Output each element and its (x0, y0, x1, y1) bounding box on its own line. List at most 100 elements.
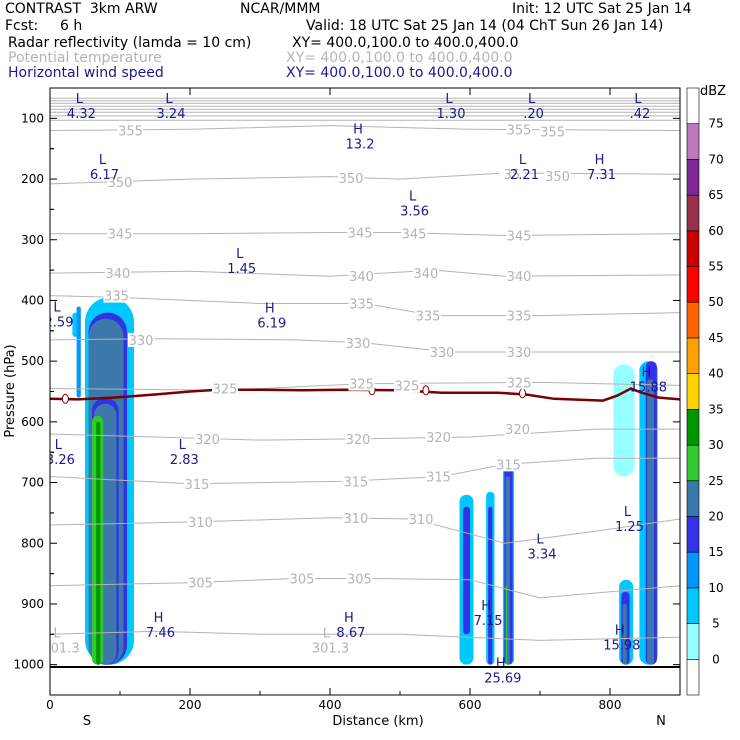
theta-label-bg (544, 169, 571, 184)
theta-label: 350 (545, 170, 570, 185)
theta-label-bg (104, 266, 131, 281)
wind-extremum-value: 6.17 (90, 168, 119, 183)
colorbar-swatch (686, 480, 700, 517)
reflectivity-cell (96, 421, 101, 665)
theta-label: 340 (349, 270, 374, 285)
theta-label-bg (346, 571, 373, 586)
colorbar-label: 0 (712, 652, 720, 666)
colorbar-label: 55 (708, 260, 723, 274)
colorbar-swatch (686, 87, 700, 125)
y-tick-label: 300 (21, 233, 44, 247)
theta-label-bg (184, 476, 210, 491)
theta-label-bg (401, 226, 427, 241)
wind-extremum-value: 25.69 (484, 672, 521, 687)
theta-contour (50, 172, 680, 185)
wind-extremum-letter: L (624, 505, 632, 520)
theta-label-bg (348, 376, 375, 391)
theta-label-bg (506, 375, 532, 390)
theta-label-bg (338, 170, 364, 185)
y-tick-label: 500 (21, 354, 44, 368)
colorbar-swatch (686, 194, 700, 232)
colorbar-swatch (686, 623, 700, 660)
axes: 100 200 300 400 500 600 700 800 900 1000 0 200 400 60… (13, 88, 680, 712)
theta-label: 320 (195, 433, 220, 448)
colorbar-swatch (686, 337, 700, 374)
colorbar-swatch (686, 409, 700, 446)
theta-label-bg (506, 308, 532, 323)
colorbar-swatch (686, 444, 700, 482)
theta-label: 330 (430, 346, 455, 361)
theta-label: 325 (507, 376, 532, 391)
tropopause-marker (422, 385, 430, 396)
theta-extremum-letter: L (323, 626, 331, 641)
wind-extremum-letter: L (99, 153, 107, 168)
x-axis-label: Distance (km) (332, 714, 423, 729)
theta-label: 340 (105, 267, 130, 282)
theta-label-bg (348, 269, 375, 284)
theta-label: 305 (188, 577, 213, 592)
wind-extremum-letter: H (344, 611, 354, 626)
wind-extremum-letter: L (236, 247, 244, 262)
field-wind: Horizontal wind speed (8, 65, 164, 81)
wind-extremum-letter: H (154, 611, 164, 626)
theta-label-bg (289, 571, 315, 586)
theta-label: 345 (507, 230, 532, 245)
field-reflectivity-xy: XY= 400.0,100.0 to 400.0,400.0 (292, 35, 519, 51)
theta-label: 330 (346, 337, 371, 352)
colorbar-label: 65 (708, 188, 723, 202)
theta-label-bg (408, 511, 434, 526)
y-tick-label: 600 (21, 415, 44, 429)
colorbar-label: 30 (708, 438, 723, 452)
theta-label: 345 (348, 226, 373, 241)
theta-label: 330 (129, 334, 154, 349)
theta-label: 320 (346, 433, 371, 448)
theta-label: 325 (395, 379, 420, 394)
wind-extremum-value: 3.56 (400, 204, 429, 219)
colorbar-swatch (686, 658, 700, 696)
theta-label-bg (412, 266, 439, 281)
fcst-label: Fcst: (5, 18, 39, 34)
theta-label: 355 (507, 123, 532, 138)
y-tick-label: 700 (21, 476, 44, 490)
wind-extremum-value: .42 (630, 107, 651, 122)
theta-label-bg (506, 269, 532, 284)
wind-extremum-letter: L (53, 300, 61, 315)
theta-extremum-value: 301.3 (42, 641, 79, 656)
tropopause-marker (61, 393, 69, 404)
y-tick-label: 800 (21, 536, 44, 550)
y-tick-label: 100 (21, 111, 44, 125)
wind-extremum-letter: H (265, 302, 275, 317)
theta-extremum-letter: L (53, 626, 61, 641)
colorbar-label: 25 (708, 474, 723, 488)
colorbar-label: 5 (712, 617, 720, 631)
reflectivity-cell (647, 379, 655, 665)
colorbar-label: 50 (708, 295, 723, 309)
theta-label: 310 (409, 513, 434, 528)
theta-label-bg (107, 226, 133, 241)
wind-extremum-letter: L (409, 189, 417, 204)
wind-extremum-value: 15.88 (630, 380, 667, 395)
theta-label-bg (345, 335, 371, 350)
wind-extremum-letter: H (595, 153, 605, 168)
theta-label: 315 (496, 458, 521, 473)
colorbar-unit: dBZ (700, 84, 726, 99)
wind-extremum-value: 3.34 (528, 547, 557, 562)
theta-label: 355 (118, 124, 143, 139)
wind-extremum-letter: L (179, 438, 187, 453)
colorbar-swatch (686, 266, 700, 303)
theta-label-bg (429, 345, 455, 360)
wind-extremum-letter: H (481, 599, 491, 614)
wind-extremum-letter: H (496, 657, 506, 672)
init-time: Init: 12 UTC Sat 25 Jan 14 (512, 1, 692, 17)
reflectivity-cell (613, 364, 635, 477)
theta-label: 340 (413, 267, 438, 282)
x-tick-label: 800 (599, 698, 622, 712)
colorbar-swatch (686, 123, 700, 160)
theta-label: 335 (349, 297, 374, 312)
x-end-label-north: N (656, 714, 666, 729)
wind-extremum-value: 7.15 (474, 614, 503, 629)
y-tick-label: 400 (21, 293, 44, 307)
x-tick-label: 200 (179, 698, 202, 712)
theta-label-bg (342, 474, 369, 489)
theta-label: 330 (507, 346, 532, 361)
